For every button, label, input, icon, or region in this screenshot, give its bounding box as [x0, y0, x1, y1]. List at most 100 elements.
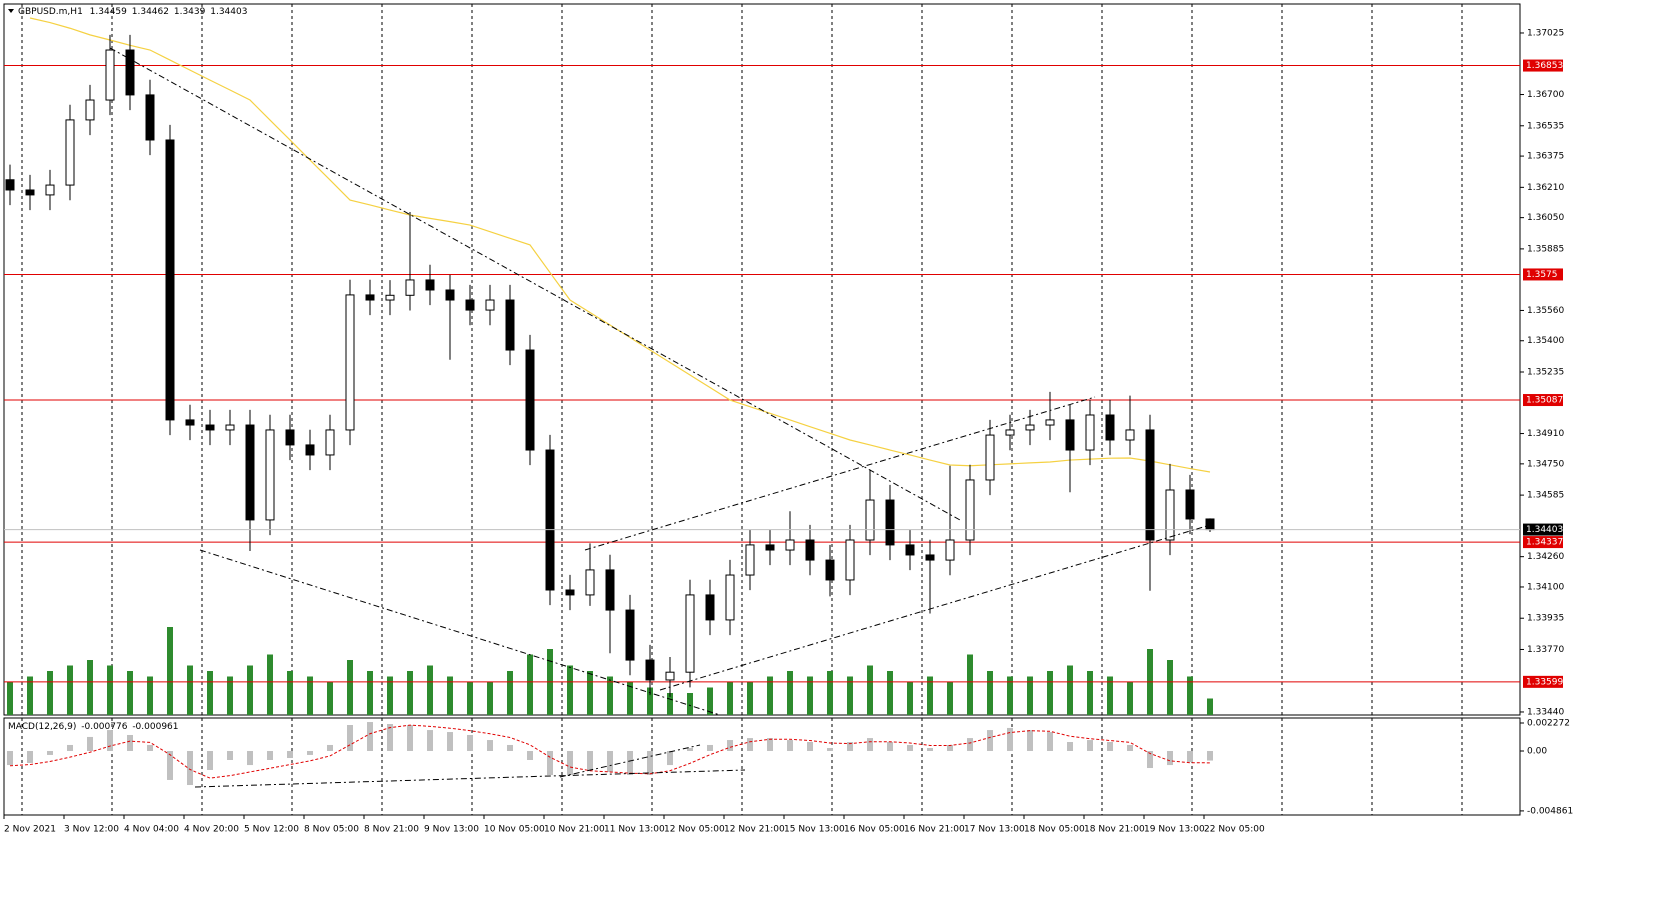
x-tick-label: 12 Nov 05:00 [664, 825, 725, 835]
candle-body [685, 594, 695, 673]
macd-bar [1167, 751, 1173, 766]
volume-bar [1107, 676, 1113, 715]
candle-body [705, 594, 715, 621]
macd-bar [747, 738, 753, 752]
macd-bar [1067, 742, 1073, 752]
volume-bar [1047, 671, 1053, 715]
volume-bar [107, 665, 113, 715]
macd-bar [107, 730, 113, 752]
macd-bar [7, 751, 13, 766]
level-label: 1.34337 [1526, 538, 1563, 548]
volume-bar [527, 654, 533, 715]
candle-body [785, 539, 795, 551]
macd-bar [1027, 730, 1033, 752]
candle-body [805, 539, 815, 561]
x-tick-label: 4 Nov 04:00 [124, 825, 179, 835]
volume-bar [207, 671, 213, 715]
candle-body [1165, 489, 1175, 541]
candle-body [185, 419, 195, 426]
candle-body [965, 479, 975, 541]
macd-bar [47, 751, 53, 755]
macd-bar [587, 751, 593, 770]
candle-body [205, 424, 215, 431]
volume-bar [647, 687, 653, 715]
macd-bar [367, 722, 373, 752]
volume-bar [607, 676, 613, 715]
volume-bar [127, 671, 133, 715]
candle-body [325, 429, 335, 456]
y-tick-label: 1.33770 [1527, 645, 1564, 655]
signal-last: -0.000961 [132, 722, 178, 732]
volume-bar [247, 665, 253, 715]
level-tag [1523, 675, 1563, 688]
volume-bar [47, 671, 53, 715]
x-tick-label: 12 Nov 21:00 [724, 825, 785, 835]
y-tick-label: 1.35560 [1527, 306, 1564, 316]
y-tick-label: 1.33935 [1527, 614, 1564, 624]
volume-bar [1207, 698, 1213, 715]
y-tick-label: 1.34750 [1527, 459, 1564, 469]
volume-bar [747, 682, 753, 715]
macd-bar [27, 751, 33, 763]
candle-body [565, 589, 575, 596]
volume-bar [627, 682, 633, 715]
candle-body [765, 544, 775, 551]
candle-body [545, 449, 555, 591]
macd-bar [947, 744, 953, 752]
x-tick-label: 16 Nov 21:00 [904, 825, 965, 835]
macd-last: -0.000776 [81, 722, 127, 732]
candle-body [5, 179, 15, 191]
y-tick-label: 1.35885 [1527, 244, 1564, 254]
x-tick-label: 2 Nov 2021 [4, 825, 56, 835]
volume-bar [167, 627, 173, 715]
candle-body [865, 499, 875, 541]
candle-body [1065, 419, 1075, 451]
macd-bar [627, 751, 633, 776]
volume-bar [987, 671, 993, 715]
macd-bar [927, 748, 933, 752]
volume-bar [387, 676, 393, 715]
volume-bar [287, 671, 293, 715]
macd-signal [9, 724, 1211, 779]
y-tick-label: 1.34910 [1527, 429, 1564, 439]
y-tick-label: 1.33440 [1527, 707, 1564, 717]
symbol: GBPUSD.m,H1 [18, 7, 83, 17]
macd-bar [887, 742, 893, 752]
volume-bar [327, 682, 333, 715]
volume-bar [87, 660, 93, 715]
main-panel [3, 3, 1521, 716]
volume-bar [707, 687, 713, 715]
volume-bar [1067, 665, 1073, 715]
level-tag [1523, 394, 1563, 407]
candle-body [25, 189, 35, 196]
candle-body [165, 139, 175, 421]
volume-bar [727, 682, 733, 715]
candle-body [245, 424, 255, 521]
volume-bar [907, 682, 913, 715]
macd-bar [827, 748, 833, 752]
macd-bar [1047, 732, 1053, 752]
macd-bar [307, 751, 313, 755]
candle-body [645, 659, 655, 681]
candle-body [385, 294, 395, 301]
volume-bar [847, 676, 853, 715]
level-tag [1523, 268, 1563, 281]
y-tick-label: 1.36375 [1527, 152, 1564, 162]
volume-bar [347, 660, 353, 715]
macd-bar [1087, 740, 1093, 752]
last-low: 1.3439 [174, 7, 206, 17]
macd-bar [1207, 751, 1213, 761]
volume-bar [407, 671, 413, 715]
candle-body [265, 429, 275, 521]
volume-bar [1127, 682, 1133, 715]
macd-bar [767, 738, 773, 752]
candle-body [605, 569, 615, 611]
trendline [659, 524, 1211, 691]
plot-layer [4, 17, 1520, 786]
macd-bar [1007, 727, 1013, 752]
x-tick-label: 15 Nov 13:00 [784, 825, 845, 835]
volume-bar [767, 676, 773, 715]
volume-bar [687, 693, 693, 715]
candle-body [1145, 429, 1155, 541]
candle-body [745, 544, 755, 576]
